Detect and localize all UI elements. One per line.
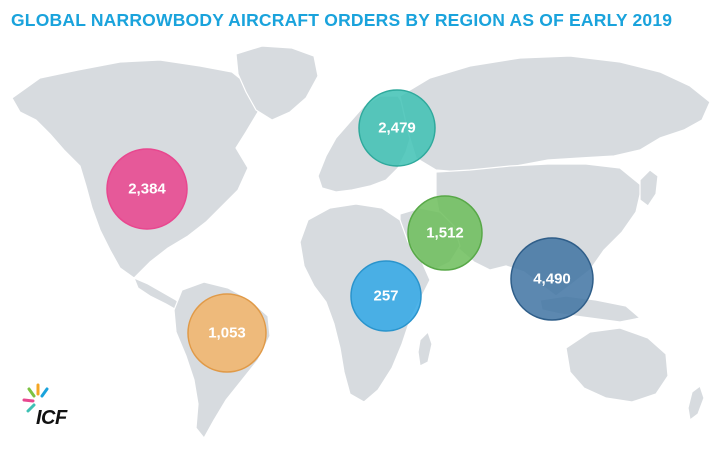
land-masses: [11, 45, 711, 439]
bubble-asia-pacific-circle: [510, 237, 594, 321]
icf-logo-text: ICF: [36, 407, 67, 429]
region-bubbles: 2,384 2,479 1,512 4,490 257 1,053: [106, 89, 594, 373]
bubble-latin-america-circle: [187, 293, 267, 373]
landmass-new-zealand: [687, 385, 705, 421]
landmass-japan: [639, 169, 659, 207]
landmass-greenland: [235, 45, 319, 121]
bubble-africa-circle: [350, 260, 422, 332]
bubble-africa-label: 257: [373, 288, 398, 305]
bubble-europe-russia-label: 2,479: [378, 120, 416, 137]
bubble-north-america-circle: [106, 148, 188, 230]
bubble-europe-russia-circle: [358, 89, 436, 167]
bubble-europe-russia: 2,479: [358, 89, 436, 167]
bubble-africa: 257: [350, 260, 422, 332]
landmass-russia: [399, 55, 711, 173]
landmass-australia: [565, 327, 669, 403]
bubble-asia-pacific: 4,490: [510, 237, 594, 321]
map-title: GLOBAL NARROWBODY AIRCRAFT ORDERS BY REG…: [11, 10, 673, 30]
bubble-north-america-label: 2,384: [128, 181, 166, 198]
bubble-middle-east-circle: [407, 195, 483, 271]
icf-logo: ICF: [22, 383, 92, 433]
bubble-north-america: 2,384: [106, 148, 188, 230]
bubble-middle-east-label: 1,512: [426, 225, 464, 242]
bubble-middle-east: 1,512: [407, 195, 483, 271]
bubble-latin-america-label: 1,053: [208, 325, 246, 342]
bubble-latin-america: 1,053: [187, 293, 267, 373]
bubble-asia-pacific-label: 4,490: [533, 271, 571, 288]
icf-logo-mark: [22, 383, 49, 413]
landmass-madagascar: [417, 331, 433, 367]
